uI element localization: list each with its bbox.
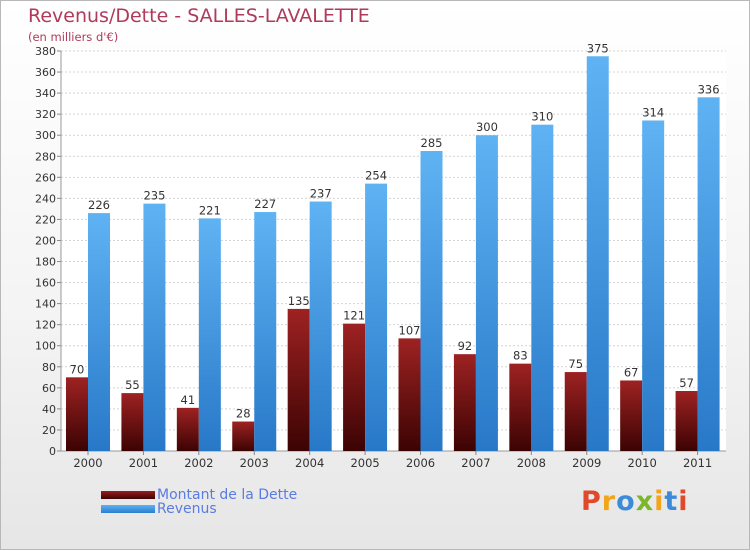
bar-value-label: 41 <box>181 393 196 407</box>
bar-value-label: 57 <box>679 376 694 390</box>
bar-dette <box>287 308 310 451</box>
y-tick-label: 340 <box>35 87 56 100</box>
y-tick-label: 320 <box>35 108 56 121</box>
bar-value-label: 28 <box>236 407 251 421</box>
bar-dette <box>398 338 421 451</box>
y-tick-label: 160 <box>35 277 56 290</box>
legend-swatch-dette <box>101 491 155 499</box>
x-tick-label: 2007 <box>461 456 490 470</box>
y-tick-label: 120 <box>35 319 56 332</box>
bar-revenus <box>254 212 277 451</box>
bar-revenus <box>475 135 498 452</box>
y-tick-label: 40 <box>42 403 56 416</box>
bar-revenus <box>531 124 554 452</box>
chart-subtitle: (en milliers d'€) <box>28 30 119 44</box>
bar-value-label: 314 <box>642 105 664 119</box>
x-tick-label: 2002 <box>184 456 213 470</box>
bar-value-label: 254 <box>365 169 387 183</box>
y-tick-label: 380 <box>35 45 56 58</box>
bar-value-label: 75 <box>568 357 583 371</box>
proxiti-logo: Proxiti <box>581 486 689 517</box>
bar-dette <box>121 393 144 451</box>
bar-dette <box>564 372 587 451</box>
bar-value-label: 375 <box>587 41 609 55</box>
bar-value-label: 92 <box>458 339 473 353</box>
bar-dette <box>176 407 199 451</box>
y-tick-label: 100 <box>35 340 56 353</box>
x-tick-label: 2003 <box>240 456 269 470</box>
x-tick-label: 2006 <box>406 456 435 470</box>
bar-value-label: 310 <box>531 110 553 124</box>
bar-value-label: 135 <box>288 294 310 308</box>
y-tick-label: 20 <box>42 424 56 437</box>
y-tick-label: 180 <box>35 256 56 269</box>
bar-revenus <box>697 97 720 451</box>
bar-value-label: 221 <box>199 203 221 217</box>
x-tick-label: 2001 <box>129 456 158 470</box>
x-tick-label: 2011 <box>683 456 712 470</box>
bar-value-label: 55 <box>125 378 140 392</box>
y-tick-label: 240 <box>35 192 56 205</box>
bar-revenus <box>420 151 443 451</box>
bar-revenus <box>365 183 388 451</box>
bar-dette <box>675 391 698 451</box>
x-tick-label: 2000 <box>73 456 102 470</box>
bar-dette <box>66 377 88 451</box>
bar-dette <box>620 380 643 451</box>
y-tick-label: 360 <box>35 66 56 79</box>
x-tick-label: 2010 <box>628 456 657 470</box>
bar-dette <box>343 323 366 451</box>
bar-value-label: 237 <box>310 187 332 201</box>
bar-value-label: 227 <box>254 197 276 211</box>
y-tick-label: 140 <box>35 298 56 311</box>
x-tick-label: 2009 <box>572 456 601 470</box>
y-tick-label: 0 <box>49 445 56 458</box>
bar-dette <box>232 421 255 451</box>
bar-revenus <box>586 56 609 452</box>
bar-revenus <box>198 218 221 451</box>
y-tick-label: 260 <box>35 171 56 184</box>
y-tick-label: 80 <box>42 361 56 374</box>
bar-value-label: 285 <box>421 136 443 150</box>
bar-revenus <box>88 213 110 451</box>
bar-revenus <box>642 120 665 451</box>
y-tick-label: 220 <box>35 213 56 226</box>
x-tick-label: 2008 <box>517 456 546 470</box>
bar-dette <box>453 354 476 451</box>
x-tick-label: 2004 <box>295 456 324 470</box>
y-tick-label: 280 <box>35 150 56 163</box>
x-tick-label: 2005 <box>350 456 379 470</box>
bar-value-label: 107 <box>399 323 421 337</box>
bar-revenus <box>143 203 166 451</box>
bar-value-label: 300 <box>476 120 498 134</box>
y-tick-label: 300 <box>35 129 56 142</box>
bar-value-label: 83 <box>513 349 528 363</box>
plot-area <box>61 51 726 451</box>
chart-title: Revenus/Dette - SALLES-LAVALETTE <box>28 5 370 27</box>
bar-value-label: 70 <box>70 362 85 376</box>
legend-swatch-revenus <box>101 505 155 513</box>
bar-value-label: 226 <box>88 198 110 212</box>
legend-label-revenus: Revenus <box>157 501 217 517</box>
y-tick-label: 200 <box>35 234 56 247</box>
bar-dette <box>509 363 532 451</box>
bar-value-label: 336 <box>698 82 720 96</box>
bar-revenus <box>309 201 332 451</box>
y-tick-label: 60 <box>42 382 56 395</box>
bar-value-label: 121 <box>343 309 365 323</box>
legend-label-dette: Montant de la Dette <box>157 487 298 503</box>
bar-value-label: 67 <box>624 365 639 379</box>
bar-value-label: 235 <box>143 189 165 203</box>
